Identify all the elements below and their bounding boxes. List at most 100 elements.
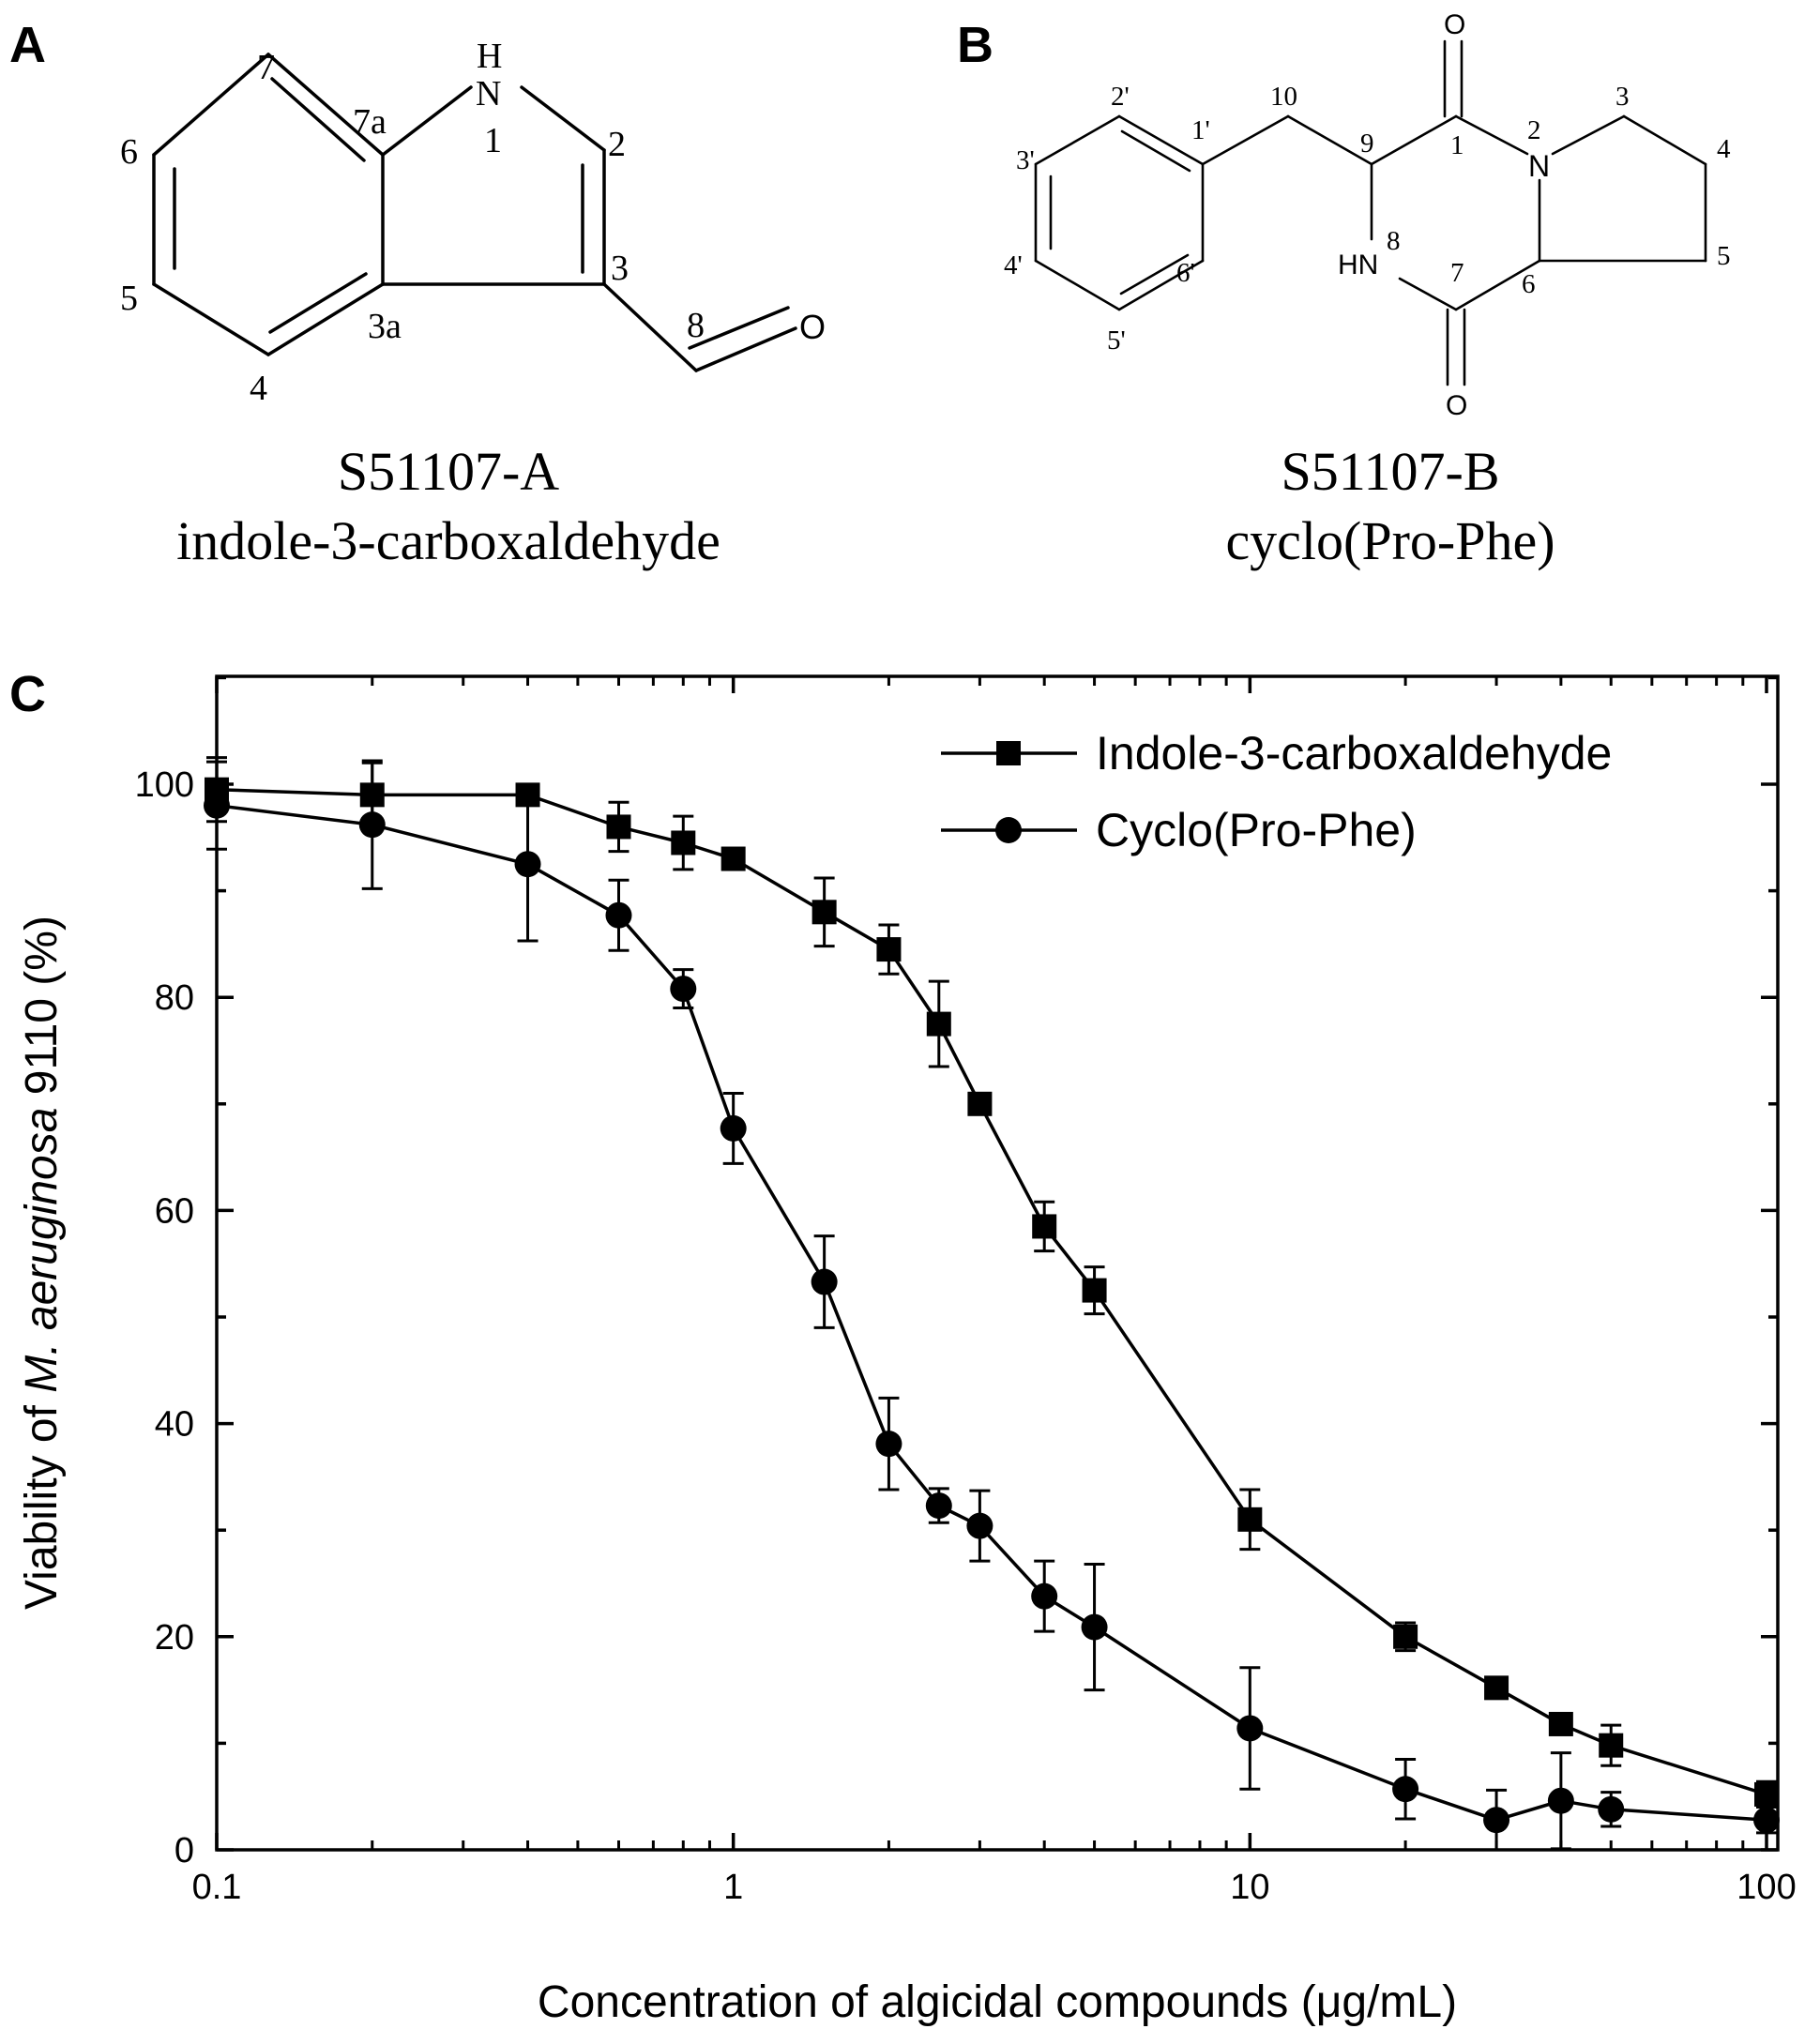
series-line [216,803,1767,1822]
label-b-2: 2 [1527,115,1541,145]
label-b-3: 3 [1615,82,1630,112]
label-b-10: 10 [1270,82,1297,112]
label-3a: 3a [368,307,402,346]
data-point-circle [1081,1613,1108,1641]
data-point-circle [875,1431,902,1458]
label-b-2p: 2' [1111,82,1130,112]
label-b-8: 8 [1387,226,1401,256]
label-7: 7 [257,48,275,87]
label-1: 1 [484,121,502,160]
label-5: 5 [120,279,138,318]
data-point-circle [605,901,632,929]
panel-b: B [957,9,1731,571]
label-7a: 7a [353,102,387,142]
label-b-6: 6 [1522,269,1536,299]
series-indole-3-carboxaldehyde [205,756,1779,1809]
data-point-circle [1483,1807,1510,1834]
y-axis-label-prefix: Viability of [17,1393,67,1610]
data-point-circle [811,1268,838,1295]
panel-a: A H N O 7 7a [9,17,826,571]
x-tick-label: 100 [1737,1868,1796,1907]
label-b-1p: 1' [1191,115,1210,145]
x-axis-label: Concentration of algicidal compounds (μg… [538,1977,1457,2027]
label-b-5p: 5' [1107,326,1126,356]
label-b-5: 5 [1717,241,1731,271]
indole-structure: H N O 7 7a 1 2 6 3 5 3a 4 8 [120,37,826,408]
y-tick-label: 60 [155,1191,194,1231]
y-tick-label: 40 [155,1405,194,1445]
data-point-circle [1236,1715,1264,1742]
label-6: 6 [120,132,138,172]
data-point-square [1548,1711,1573,1736]
panel-a-letter: A [9,17,46,73]
data-point-circle [925,1492,952,1520]
x-tick-label: 0.1 [192,1868,242,1907]
panel-c-letter: C [9,666,46,722]
data-point-circle [1031,1582,1058,1610]
panel-a-name: indole-3-carboxaldehyde [176,510,720,571]
legend-label: Indole-3-carboxaldehyde [1096,727,1612,780]
series-line [216,787,1767,1796]
y-tick-label: 20 [155,1618,194,1658]
panel-b-letter: B [957,17,993,73]
label-b-3p: 3' [1016,145,1035,175]
series-cyclo-pro-phe [204,759,1780,1852]
cyclo-pro-phe-structure: O O N HN 2' 10 1' 9 1 2 3 4 3' 8 6' 7 6 … [1004,9,1731,421]
data-point-square [967,1091,993,1116]
atom-h: H [477,37,502,76]
y-tick-label: 100 [135,765,194,805]
label-8: 8 [687,306,705,345]
y-axis-label-italic: M. aeruginosa [17,1108,67,1393]
label-3: 3 [611,249,629,288]
legend-marker-circle [995,817,1022,843]
y-axis-label: Viability of M. aeruginosa 9110 (%) [17,916,67,1610]
y-tick-label: 0 [174,1831,194,1870]
data-point-square [720,846,746,871]
legend-label: Cyclo(Pro-Phe) [1096,804,1417,856]
label-b-6p: 6' [1176,258,1195,288]
atom-n: N [476,74,501,114]
atom-o-bottom: O [1446,390,1467,421]
atom-hn: HN [1338,250,1378,280]
data-point-circle [514,851,541,878]
data-point-square [1484,1675,1509,1701]
data-point-square [1032,1214,1057,1239]
label-b-1: 1 [1450,130,1464,160]
axes: 0.1 1 10 100 0 20 40 60 80 100 [135,675,1797,1907]
data-point-circle [720,1114,747,1142]
label-4: 4 [250,369,267,408]
data-point-square [1393,1624,1418,1649]
panel-a-code: S51107-A [338,441,559,502]
plot-frame [215,674,1780,1852]
label-b-4p: 4' [1004,250,1023,280]
atom-n2: N [1528,149,1550,183]
data-point-circle [1753,1807,1780,1834]
y-tick-label: 80 [155,978,194,1018]
data-point-circle [966,1512,993,1539]
panel-c: C 0.1 1 10 100 0 20 40 60 80 100 Indole-3-carboxa… [9,666,1797,2027]
panel-b-code: S51107-B [1281,441,1499,502]
data-point-circle [1598,1795,1625,1823]
x-tick-label: 10 [1230,1868,1269,1907]
data-point-square [876,937,902,962]
data-point-circle [204,792,230,819]
data-point-square [1754,1781,1779,1807]
viability-chart: 0.1 1 10 100 0 20 40 60 80 100 Indole-3-carboxald… [135,674,1797,1907]
data-point-square [1237,1507,1263,1532]
data-point-circle [1547,1787,1574,1814]
data-point-square [1599,1733,1624,1758]
data-point-square [606,814,631,840]
data-point-square [926,1011,951,1037]
data-point-circle [1392,1776,1419,1803]
data-point-circle [670,976,697,1003]
x-tick-label: 1 [723,1868,743,1907]
label-b-7: 7 [1450,258,1464,288]
panel-b-name: cyclo(Pro-Phe) [1225,510,1555,571]
data-point-square [1082,1278,1107,1303]
legend: Indole-3-carboxaldehyde Cyclo(Pro-Phe) [941,727,1612,856]
y-axis-label-suffix: 9110 (%) [17,916,67,1108]
label-2: 2 [608,125,626,164]
series-layer [204,756,1780,1852]
atom-o-top: O [1444,9,1465,40]
